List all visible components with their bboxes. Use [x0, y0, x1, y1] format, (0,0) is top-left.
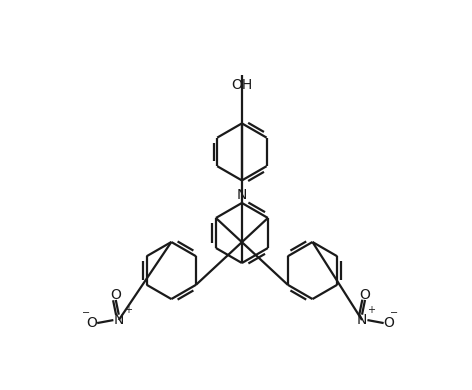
Text: OH: OH: [231, 78, 253, 92]
Text: +: +: [367, 305, 375, 315]
Text: N: N: [237, 188, 247, 202]
Text: +: +: [124, 305, 132, 315]
Text: O: O: [110, 287, 121, 301]
Text: N: N: [114, 313, 124, 327]
Text: O: O: [360, 287, 371, 301]
Text: −: −: [390, 308, 398, 318]
Text: O: O: [86, 316, 97, 330]
Text: N: N: [357, 313, 367, 327]
Text: O: O: [384, 316, 395, 330]
Text: −: −: [82, 308, 91, 318]
